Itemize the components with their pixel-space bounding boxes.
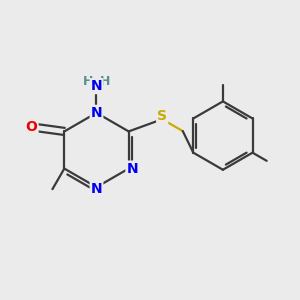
Text: N: N bbox=[91, 182, 102, 196]
Text: N: N bbox=[91, 79, 102, 93]
Text: O: O bbox=[26, 120, 38, 134]
Text: N: N bbox=[91, 106, 102, 120]
Text: H: H bbox=[82, 75, 93, 88]
Text: S: S bbox=[157, 109, 167, 123]
Text: N: N bbox=[126, 162, 138, 176]
Text: H: H bbox=[100, 75, 111, 88]
